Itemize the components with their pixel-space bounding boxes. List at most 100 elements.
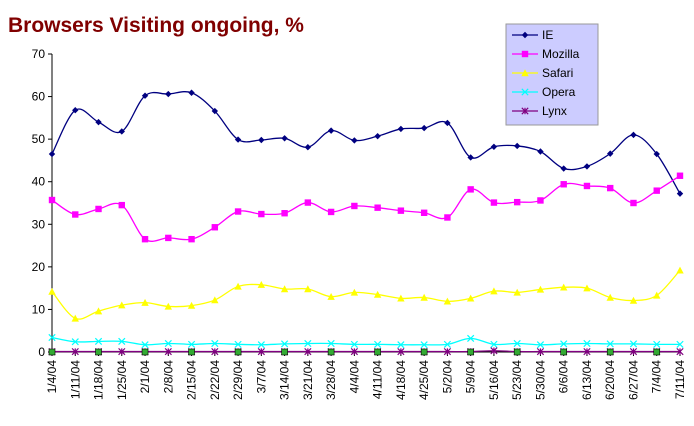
x-tick-label: 4/11/04 [371, 360, 385, 399]
x-tick-label: 5/16/04 [487, 360, 501, 400]
data-point-lynx [397, 347, 405, 356]
x-tick-label: 2/8/04 [161, 360, 175, 394]
data-point-mozilla [141, 235, 149, 243]
data-point-opera [513, 339, 521, 348]
legend: IE Mozilla Safari Opera Lynx [505, 23, 599, 126]
legend-box [505, 23, 599, 126]
legend-marker [521, 88, 529, 96]
y-tick-label: 0 [38, 345, 45, 359]
data-point-safari [606, 293, 614, 301]
baseline-marker [374, 348, 381, 356]
data-point-mozilla [420, 209, 428, 216]
baseline-marker [281, 348, 288, 356]
x-tick-label: 2/29/04 [231, 360, 245, 400]
data-point-ie [211, 107, 219, 115]
data-point-ie [560, 165, 567, 172]
x-tick-label: 7/11/04 [673, 360, 687, 399]
x-tick-label: 6/20/04 [603, 360, 617, 400]
data-point-ie [327, 127, 335, 134]
data-point-safari [653, 291, 661, 299]
x-tick-label: 5/9/04 [464, 360, 478, 394]
series-line-safari [51, 269, 681, 320]
series-mozilla [48, 172, 684, 243]
data-point-ie [490, 143, 498, 151]
data-point-opera [118, 337, 126, 345]
data-point-safari [94, 307, 103, 315]
data-point-safari [490, 287, 498, 295]
data-point-mozilla [490, 199, 498, 206]
data-point-safari [583, 284, 591, 292]
data-point-opera [327, 339, 335, 348]
baseline-marker [188, 348, 195, 356]
data-point-safari [466, 294, 475, 302]
data-point-safari [373, 290, 382, 298]
data-point-safari [536, 285, 545, 293]
data-point-mozilla [281, 210, 288, 217]
data-point-ie [397, 125, 405, 133]
legend-label: Safari [542, 66, 573, 80]
data-point-ie [630, 131, 637, 139]
data-point-mozilla [351, 202, 358, 210]
data-point-ie [234, 136, 242, 143]
data-point-opera [606, 340, 614, 348]
baseline-marker [141, 348, 149, 356]
x-tick-label: 7/4/04 [650, 360, 664, 394]
data-point-mozilla [72, 211, 79, 218]
data-point-safari [234, 282, 242, 290]
data-point-mozilla [95, 205, 102, 213]
data-point-ie [444, 119, 451, 127]
legend-label: Opera [542, 85, 576, 99]
legend-marker [521, 31, 529, 39]
data-point-lynx [583, 347, 591, 356]
data-point-ie [141, 92, 149, 99]
data-point-opera [420, 341, 428, 349]
chart-title: Browsers Visiting ongoing, % [8, 14, 304, 37]
data-point-opera [141, 341, 149, 349]
data-point-safari [141, 298, 149, 306]
baseline-marker [513, 348, 521, 356]
data-point-mozilla [630, 199, 637, 207]
series-line-lynx [52, 350, 680, 353]
data-point-safari [676, 266, 684, 274]
data-point-safari [327, 292, 335, 300]
data-point-safari [629, 296, 638, 304]
data-point-opera [629, 340, 638, 348]
data-point-mozilla [513, 198, 521, 206]
x-tick-label: 2/1/04 [138, 360, 152, 394]
data-point-lynx [257, 347, 265, 356]
data-point-opera [234, 340, 242, 348]
data-point-opera [94, 337, 103, 345]
y-tick-label: 30 [32, 217, 46, 231]
data-point-mozilla [258, 210, 265, 218]
data-point-opera [490, 340, 498, 348]
axes: 0 10 20 30 40 50 60 70 1/4/04 1/11/04 1/18/04 1/25/… [32, 47, 687, 400]
series-line-ie [51, 91, 681, 194]
x-tick-label: 3/28/04 [324, 360, 338, 400]
data-point-safari [304, 285, 312, 293]
x-tick-label: 5/30/04 [533, 360, 547, 400]
data-point-mozilla [467, 186, 474, 193]
x-tick-label: 3/7/04 [254, 360, 268, 394]
baseline-marker [234, 348, 242, 356]
data-point-safari [164, 302, 172, 310]
data-point-mozilla [188, 235, 195, 243]
data-point-mozilla [537, 197, 544, 204]
baseline-marker [467, 348, 474, 356]
x-tick-label: 3/14/04 [278, 360, 292, 400]
data-point-safari [257, 281, 266, 288]
data-point-ie [281, 135, 288, 142]
data-point-mozilla [165, 234, 172, 242]
baseline-marker [48, 348, 56, 356]
data-point-ie [48, 150, 56, 158]
x-tick-label: 2/15/04 [185, 360, 199, 400]
data-point-ie [676, 190, 684, 197]
legend-marker [521, 69, 529, 77]
data-point-opera [257, 341, 265, 349]
series-line-opera [51, 336, 681, 346]
data-point-safari [280, 285, 289, 293]
legend-item-opera: Opera [512, 85, 576, 99]
data-point-opera [304, 339, 312, 348]
legend-item-ie: IE [512, 28, 553, 42]
data-point-ie [118, 128, 125, 135]
y-tick-label: 60 [32, 90, 46, 104]
